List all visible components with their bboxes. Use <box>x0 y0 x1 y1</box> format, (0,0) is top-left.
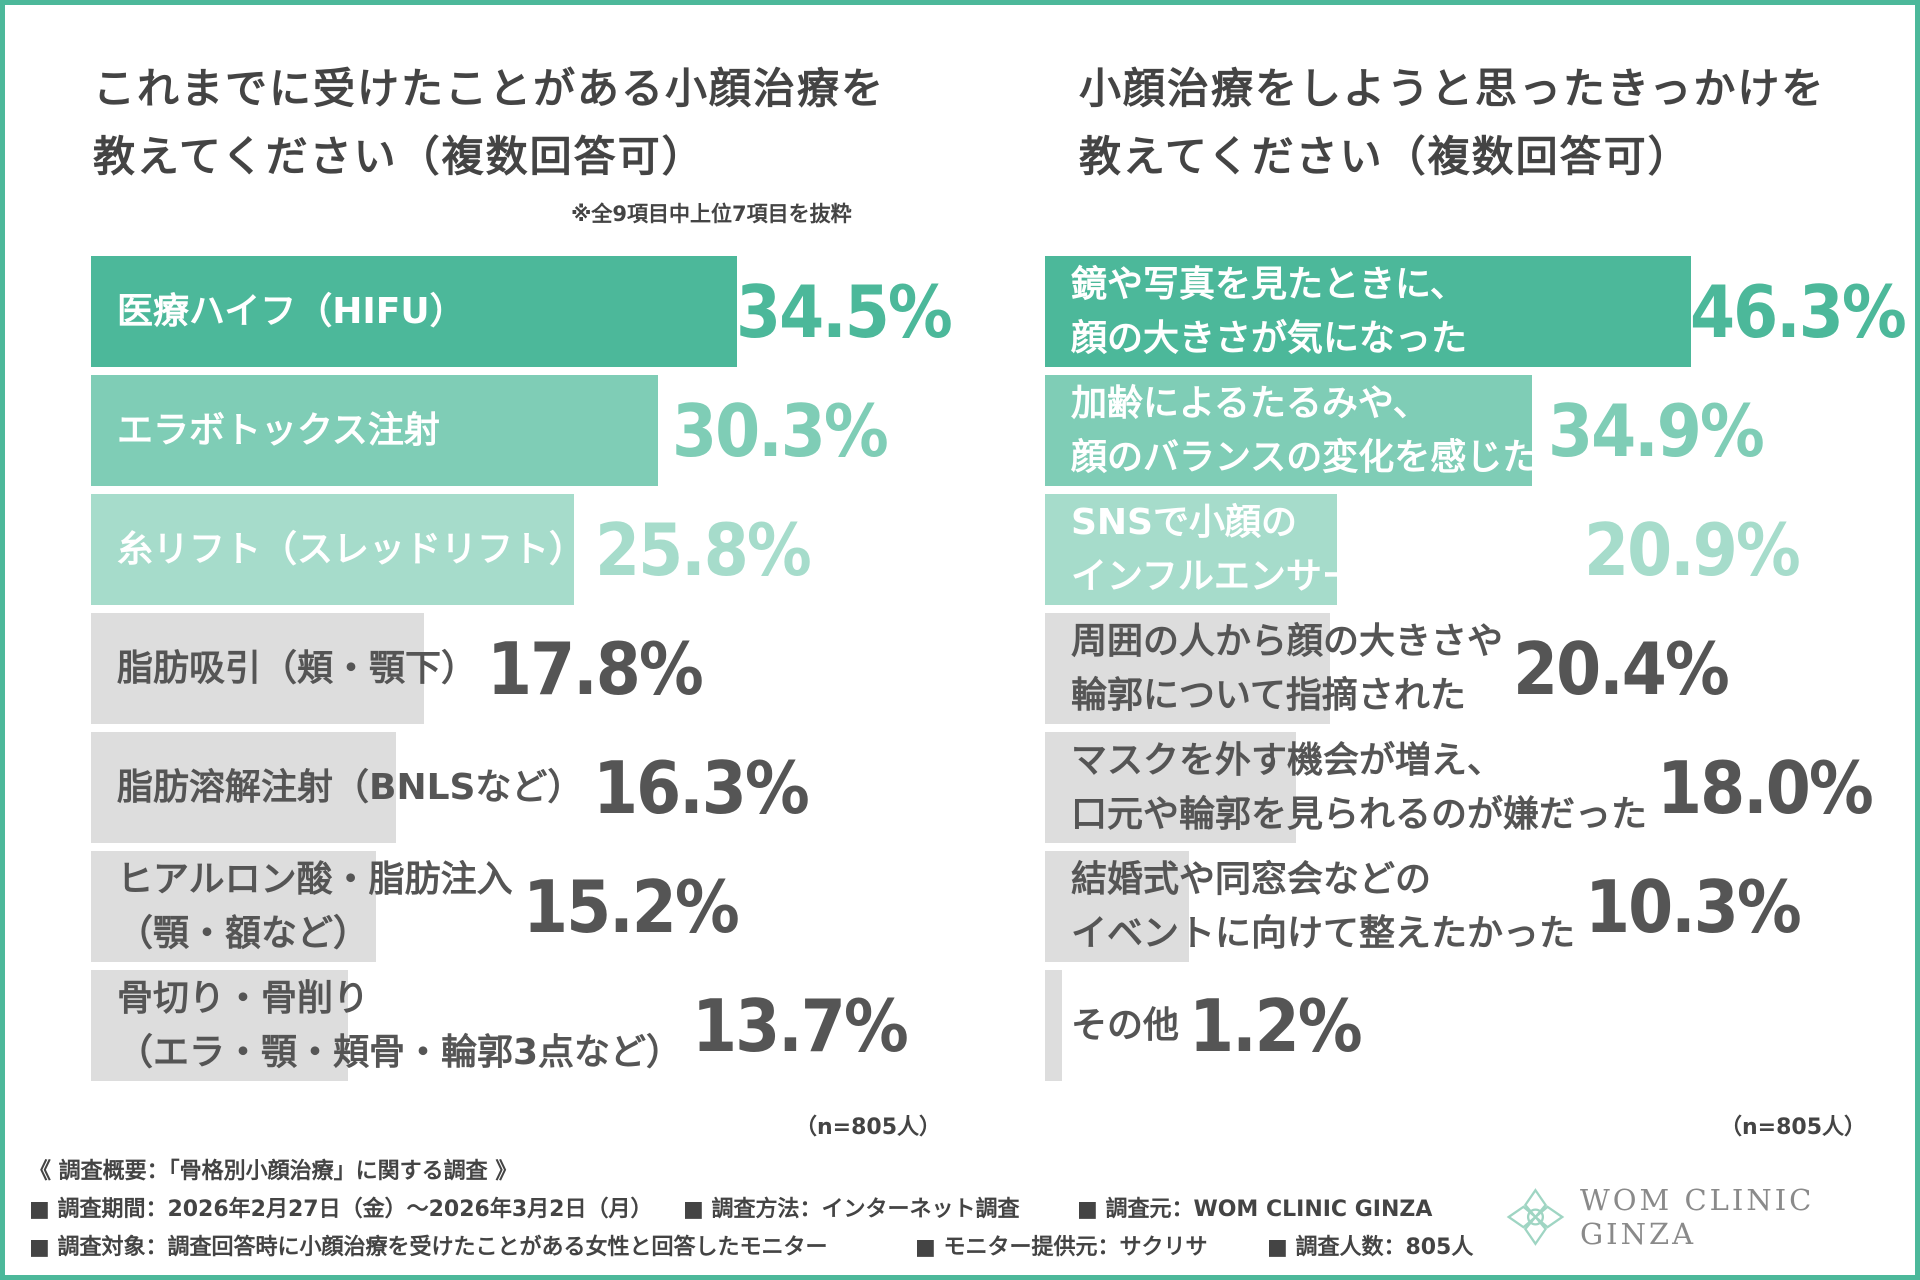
bar-value-label: 13.7% <box>692 983 909 1068</box>
bar-category-line: 口元や輪郭を見られるのが嫌だった <box>1071 793 1648 835</box>
bar-category-line: イベントに向けて整えたかった <box>1071 912 1576 954</box>
bar-category-label: SNSで小顔のインフルエンサーを見て憧れた <box>1071 494 1574 605</box>
bar-row: 結婚式や同窓会などのイベントに向けて整えたかった 10.3% <box>1045 851 1905 962</box>
bar-category-line: （顎・額など） <box>117 912 370 954</box>
bar-category-line: 輪郭について指摘された <box>1071 674 1466 716</box>
right-sample-size: （n=805人） <box>1720 1115 1867 1140</box>
bar <box>1045 732 1297 843</box>
bar-value-label: 15.2% <box>523 864 740 949</box>
bar-category-label: マスクを外す機会が増え、口元や輪郭を見られるのが嫌だった <box>1071 732 1647 843</box>
bar-category-label: ヒアルロン酸・脂肪注入 （顎・額など） <box>117 851 513 962</box>
bar-row: 脂肪溶解注射（BNLSなど） 16.3% <box>91 732 951 843</box>
bar-category-label: 脂肪溶解注射（BNLSなど） <box>117 732 583 843</box>
bar <box>91 732 397 843</box>
left-chart-note: ※全9項目中上位7項目を抜粋 <box>571 202 852 226</box>
survey-count: ■ 調査人数：805人 <box>1267 1235 1474 1260</box>
bar-category-label: 周囲の人から顔の大きさや 輪郭について指摘された <box>1071 613 1503 724</box>
bar-category-line: ヒアルロン酸・脂肪注入 <box>117 858 513 900</box>
bar-row: マスクを外す機会が増え、口元や輪郭を見られるのが嫌だった 18.0% <box>1045 732 1905 843</box>
left-sample-size: （n=805人） <box>795 1115 942 1140</box>
bar <box>91 494 575 605</box>
bar-row: SNSで小顔のインフルエンサーを見て憧れた 20.9% <box>1045 494 1905 605</box>
bar-value-label: 30.3% <box>672 388 889 473</box>
bar <box>91 970 348 1081</box>
bar-category-line: エラボトックス注射 <box>117 409 440 451</box>
left-chart-title: これまでに受けたことがある小顔治療を 教えてください（複数回答可） <box>93 64 886 181</box>
bar-category-label: エラボトックス注射 <box>117 375 440 486</box>
survey-method: ■ 調査方法：インターネット調査 <box>683 1197 1020 1222</box>
bar-category-line: 周囲の人から顔の大きさや <box>1071 620 1504 662</box>
bar-category-line: 医療ハイフ（HIFU） <box>117 290 466 332</box>
bar-value-label: 17.8% <box>487 626 704 711</box>
bar-value-label: 1.2% <box>1189 983 1363 1068</box>
right-bar-chart: 鏡や写真を見たときに、 顔の大きさが気になった 46.3% 加齢によるたるみや、顔のバ… <box>1045 256 1907 1086</box>
bar-category-line: 糸リフト（スレッドリフト） <box>117 528 586 570</box>
bar-value-label: 20.9% <box>1584 507 1801 592</box>
bar-category-label: 結婚式や同窓会などのイベントに向けて整えたかった <box>1071 851 1575 962</box>
bar-category-label: 鏡や写真を見たときに、 顔の大きさが気になった <box>1071 256 1467 367</box>
bar-row: 骨切り・骨削り （エラ・顎・頬骨・輪郭3点など） 13.7% <box>91 970 951 1081</box>
bar-value-label: 46.3% <box>1690 269 1907 354</box>
survey-provider: ■ モニター提供元：サクリサ <box>915 1235 1208 1260</box>
bar-category-line: 加齢によるたるみや、 <box>1071 382 1429 424</box>
bar <box>1045 494 1337 605</box>
left-bar-chart: 医療ハイフ（HIFU） 34.5% エラボトックス注射 30.3% 糸リフト（スレッドリ… <box>91 256 953 1086</box>
bar-row: 鏡や写真を見たときに、 顔の大きさが気になった 46.3% <box>1045 256 1907 367</box>
bar <box>1045 613 1330 724</box>
bar-category-label: 医療ハイフ（HIFU） <box>117 256 466 367</box>
bar-category-line: 骨切り・骨削り <box>117 977 370 1019</box>
survey-period: ■ 調査期間：2026年2月27日（金）〜2026年3月2日（月） <box>29 1197 653 1222</box>
bar-value-label: 16.3% <box>593 745 810 830</box>
bar-value-label: 20.4% <box>1513 626 1730 711</box>
bar-category-label: 糸リフト（スレッドリフト） <box>117 494 585 605</box>
bar-category-line: インフルエンサーを見て憧れた <box>1071 555 1574 597</box>
survey-heading: 《 調査概要：「骨格別小顔治療」に関する調査 》 <box>29 1159 518 1184</box>
bar-row: ヒアルロン酸・脂肪注入 （顎・額など） 15.2% <box>91 851 951 962</box>
bar-category-line: （エラ・顎・頬骨・輪郭3点など） <box>117 1031 683 1073</box>
bar-value-label: 10.3% <box>1585 864 1802 949</box>
bar <box>91 375 659 486</box>
bar-category-label: 脂肪吸引（頬・顎下） <box>117 613 477 724</box>
survey-row-1: ■ 調査期間：2026年2月27日（金）〜2026年3月2日（月） ■ 調査方法：… <box>29 1191 1432 1223</box>
clinic-logo: WOM CLINIC GINZA <box>1505 1183 1915 1251</box>
bar <box>1045 256 1691 367</box>
survey-target: ■ 調査対象：調査回答時に小顔治療を受けたことがある女性と回答したモニター <box>29 1235 828 1260</box>
bar-row: 周囲の人から顔の大きさや 輪郭について指摘された 20.4% <box>1045 613 1905 724</box>
bar-row: その他 1.2% <box>1045 970 1905 1081</box>
bar <box>1045 375 1532 486</box>
bar-category-line: マスクを外す機会が増え、 <box>1071 739 1504 781</box>
lotus-logo-icon <box>1506 1188 1565 1246</box>
survey-source: ■ 調査元：WOM CLINIC GINZA <box>1077 1197 1433 1222</box>
survey-row-2: ■ 調査対象：調査回答時に小顔治療を受けたことがある女性と回答したモニター ■ モ… <box>29 1229 1473 1261</box>
bar-row: 医療ハイフ（HIFU） 34.5% <box>91 256 953 367</box>
bar-row: 糸リフト（スレッドリフト） 25.8% <box>91 494 951 605</box>
bar <box>91 613 425 724</box>
bar-category-line: その他 <box>1071 1004 1180 1046</box>
bar-value-label: 34.5% <box>736 269 953 354</box>
bar-row: 加齢によるたるみや、顔のバランスの変化を感じた 34.9% <box>1045 375 1905 486</box>
bar-category-line: 鏡や写真を見たときに、 <box>1071 263 1466 305</box>
bar-category-label: 加齢によるたるみや、顔のバランスの変化を感じた <box>1071 375 1538 486</box>
bar-category-line: 脂肪溶解注射（BNLSなど） <box>117 766 584 808</box>
bar-category-line: 顔の大きさが気になった <box>1071 317 1468 359</box>
bar-value-label: 18.0% <box>1657 745 1874 830</box>
bar <box>1045 851 1189 962</box>
bar-category-label: 骨切り・骨削り （エラ・顎・頬骨・輪郭3点など） <box>117 970 682 1081</box>
bar-category-line: SNSで小顔の <box>1071 501 1297 543</box>
bar-category-line: 結婚式や同窓会などの <box>1071 858 1432 900</box>
bar-value-label: 25.8% <box>595 507 812 592</box>
bar-category-label: その他 <box>1071 970 1179 1081</box>
bar <box>1045 970 1062 1081</box>
bar-row: 脂肪吸引（頬・顎下） 17.8% <box>91 613 951 724</box>
bar-row: エラボトックス注射 30.3% <box>91 375 951 486</box>
bar-value-label: 34.9% <box>1548 388 1765 473</box>
bar <box>91 851 376 962</box>
bar <box>91 256 737 367</box>
bar-category-line: 脂肪吸引（頬・顎下） <box>117 647 478 689</box>
bar-category-line: 顔のバランスの変化を感じた <box>1071 436 1539 478</box>
clinic-logo-text: WOM CLINIC GINZA <box>1579 1183 1815 1251</box>
right-chart-title: 小顔治療をしようと思ったきっかけを 教えてください（複数回答可） <box>1079 64 1826 181</box>
